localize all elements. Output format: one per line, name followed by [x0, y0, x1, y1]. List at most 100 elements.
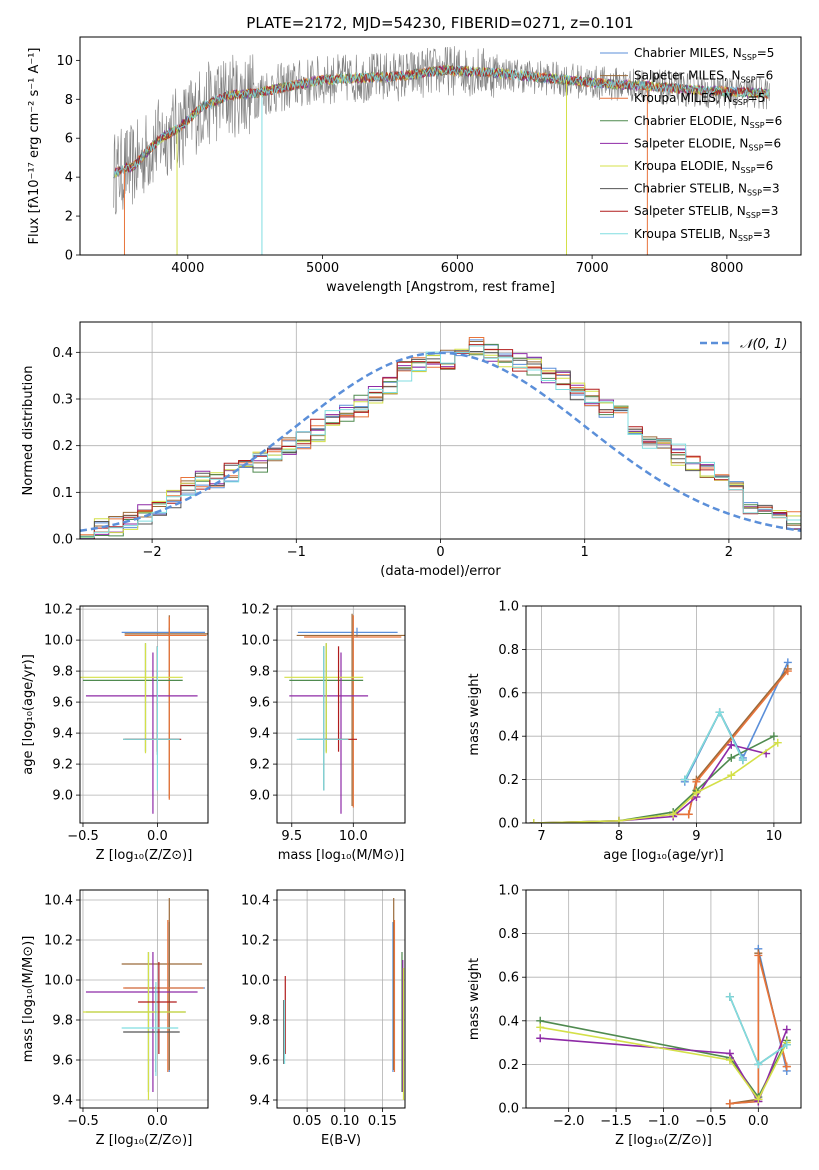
spectrum-ylabel: Flux [fλ10⁻¹⁷ erg cm⁻² s⁻¹ A⁻¹]	[27, 48, 42, 245]
mass-vs-EBV-ytick-label: 10.4	[241, 894, 270, 909]
age-vs-Z-xtick-label: −0.5	[67, 829, 99, 844]
age-vs-mass-xtick-label: 10.0	[339, 829, 368, 844]
weight-vs-Z-ytick-label: 0.8	[498, 927, 519, 942]
weight-marker	[769, 732, 778, 741]
mass-vs-Z-ytick-label: 10.2	[44, 934, 73, 949]
weight-marker	[782, 1025, 791, 1034]
mass-vs-EBV-ytick-label: 10.2	[241, 934, 270, 949]
legend-label: Chabrier ELODIE, NSSP=6	[634, 114, 782, 130]
weight-vs-Z-ylabel: mass weight	[467, 958, 482, 1040]
mass-vs-EBV-ytick-label: 10.0	[241, 974, 270, 989]
mass-vs-Z-ytick-label: 10.4	[44, 894, 73, 909]
weight-vs-age-ytick-label: 0.6	[498, 686, 519, 701]
age-vs-mass-ytick-label: 10.0	[241, 634, 270, 649]
weight-vs-age-ytick-label: 0.8	[498, 643, 519, 658]
mass-vs-EBV-xtick-label: 0.05	[293, 1114, 322, 1129]
spectrum-xlabel: wavelength [Angstrom, rest frame]	[326, 280, 555, 295]
mass-vs-Z-ytick-label: 10.0	[44, 974, 73, 989]
mass-vs-EBV-ytick-label: 9.6	[249, 1054, 270, 1069]
weight-vs-age-ylabel: mass weight	[467, 673, 482, 755]
spectrum-xtick-label: 7000	[576, 261, 609, 276]
age-vs-Z-ytick-label: 9.6	[52, 696, 73, 711]
weight-marker	[680, 775, 689, 784]
weight-marker	[692, 777, 701, 786]
weight-marker	[782, 1040, 791, 1049]
weight-vs-age-ytick-label: 0.2	[498, 773, 519, 788]
age-vs-mass-ytick-label: 9.6	[249, 696, 270, 711]
residuals-xtick-label: 1	[581, 545, 589, 560]
spectrum-xtick-label: 6000	[441, 261, 474, 276]
mass-vs-EBV-xtick-label: 0.15	[368, 1114, 397, 1129]
weight-marker	[782, 1062, 791, 1071]
mass-vs-Z-ytick-label: 9.6	[52, 1054, 73, 1069]
weight-marker	[727, 753, 736, 762]
weight-marker	[715, 708, 724, 717]
mass-vs-EBV-frame	[276, 889, 406, 1109]
normal-legend-label: 𝒩(0, 1)	[740, 337, 787, 352]
age-vs-Z-axes: −0.5 0.0 9.0 9.2 9.4 9.6 9.8 10.0 10.2 Z [log₁₀(Z…	[21, 603, 209, 863]
weight-line-salpeter-elodie	[540, 1029, 788, 1104]
legend-label: Chabrier MILES, NSSP=5	[634, 46, 774, 62]
legend-label: Salpeter STELIB, NSSP=3	[634, 204, 778, 220]
spectrum-ytick-label: 8	[65, 93, 73, 108]
hist-step-kroupa-stelib	[80, 345, 801, 538]
weight-vs-Z-xlabel: Z [log₁₀(Z/Z⊙)]	[615, 1133, 712, 1148]
weight-marker	[669, 810, 678, 819]
legend-label: Salpeter MILES, NSSP=6	[634, 69, 773, 85]
weight-marker	[725, 1056, 734, 1065]
spectrum-ytick-label: 6	[65, 132, 73, 147]
mass-vs-Z-ytick-label: 9.8	[52, 1014, 73, 1029]
age-vs-Z-ytick-label: 9.0	[52, 789, 73, 804]
age-vs-Z-xtick-label: 0.0	[147, 829, 168, 844]
weight-vs-age-xtick-label: 9	[692, 829, 700, 844]
figure-title: PLATE=2172, MJD=54230, FIBERID=0271, z=0…	[246, 14, 633, 32]
age-vs-mass-frame	[276, 605, 406, 824]
legend-label: Kroupa ELODIE, NSSP=6	[634, 159, 773, 175]
weight-vs-Z-xtick-label: −2.0	[553, 1114, 585, 1129]
age-vs-mass-plot-area	[284, 613, 405, 814]
weight-marker	[614, 816, 623, 823]
weight-line-kroupa-miles	[673, 670, 789, 816]
residuals-plot-area	[80, 337, 801, 539]
age-vs-Z-plot-area	[80, 615, 208, 814]
weight-marker	[773, 738, 782, 747]
mass-vs-Z-xtick-label: 0.0	[147, 1114, 168, 1129]
mass-vs-Z-frame	[79, 889, 209, 1109]
weight-marker	[536, 1023, 545, 1032]
residuals-xlabel: (data-model)/error	[380, 564, 501, 579]
weight-marker	[725, 1099, 734, 1108]
mass-vs-Z-ytick-label: 9.4	[52, 1094, 73, 1109]
weight-vs-Z-ytick-label: 1.0	[498, 884, 519, 899]
spectrum-ytick-label: 4	[65, 171, 73, 186]
weight-vs-age-ytick-label: 0.0	[498, 817, 519, 832]
weight-vs-age-xlabel: age [log₁₀(age/yr)]	[603, 848, 724, 863]
weight-vs-age-xtick-label: 10	[766, 829, 783, 844]
spectrum-axes: 4000 5000 6000 7000 8000 0 2 4 6 8 10 wavelength [A…	[27, 36, 802, 295]
spectrum-ytick-label: 0	[65, 249, 73, 264]
residuals-ytick-label: 0.1	[52, 486, 73, 501]
age-vs-Z-ytick-label: 10.0	[44, 634, 73, 649]
weight-line-kroupa-elodie	[540, 1026, 788, 1101]
residuals-ytick-label: 0.2	[52, 439, 73, 454]
legend-label: Salpeter ELODIE, NSSP=6	[634, 136, 781, 152]
age-vs-mass-ytick-label: 9.8	[249, 665, 270, 680]
legend-label: Chabrier STELIB, NSSP=3	[634, 182, 780, 198]
weight-vs-Z-xtick-label: −1.0	[648, 1114, 680, 1129]
legend-label: Kroupa MILES, NSSP=5	[634, 91, 765, 107]
residuals-xtick-label: 2	[725, 545, 733, 560]
spectrum-xtick-label: 4000	[171, 261, 204, 276]
weight-vs-Z-ytick-label: 0.2	[498, 1058, 519, 1073]
age-vs-Z-ytick-label: 9.4	[52, 727, 73, 742]
weight-marker	[725, 992, 734, 1001]
weight-marker	[783, 667, 792, 676]
weight-vs-Z-axes: −2.0 −1.5 −1.0 −0.5 0.0 0.0 0.2 0.4 0.6 0.8 1.0 Z […	[467, 884, 802, 1148]
weight-vs-Z-ytick-label: 0.4	[498, 1014, 519, 1029]
weight-marker	[738, 756, 747, 765]
weight-vs-age-axes: 7 8 9 10 0.0 0.2 0.4 0.6 0.8 1.0 age [log₁₀(age/yr…	[467, 600, 802, 863]
age-vs-mass-ytick-label: 9.4	[249, 727, 270, 742]
mass-vs-Z-xlabel: Z [log₁₀(Z/Z⊙)]	[96, 1133, 193, 1148]
mass-vs-EBV-xtick-label: 0.10	[330, 1114, 359, 1129]
mass-vs-Z-ylabel: mass [log₁₀(M/M⊙)]	[21, 936, 36, 1063]
weight-marker	[529, 819, 538, 823]
residuals-xtick-label: 0	[436, 545, 444, 560]
